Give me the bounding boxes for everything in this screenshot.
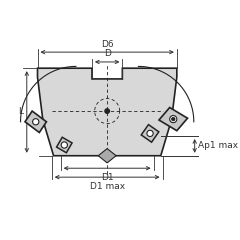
Polygon shape bbox=[159, 108, 187, 131]
Text: D6: D6 bbox=[101, 40, 114, 48]
Text: D: D bbox=[104, 49, 111, 58]
Circle shape bbox=[171, 117, 175, 121]
Polygon shape bbox=[141, 125, 159, 142]
Circle shape bbox=[147, 130, 153, 137]
Circle shape bbox=[61, 142, 67, 148]
Circle shape bbox=[105, 109, 109, 113]
Text: L: L bbox=[18, 108, 23, 116]
Polygon shape bbox=[57, 137, 72, 153]
Polygon shape bbox=[25, 111, 46, 132]
Circle shape bbox=[33, 119, 39, 125]
Polygon shape bbox=[98, 149, 116, 163]
Polygon shape bbox=[37, 68, 177, 156]
Text: D1: D1 bbox=[101, 173, 114, 182]
Circle shape bbox=[170, 115, 177, 123]
Text: Ap1 max: Ap1 max bbox=[198, 141, 238, 150]
Text: D1 max: D1 max bbox=[90, 182, 125, 191]
